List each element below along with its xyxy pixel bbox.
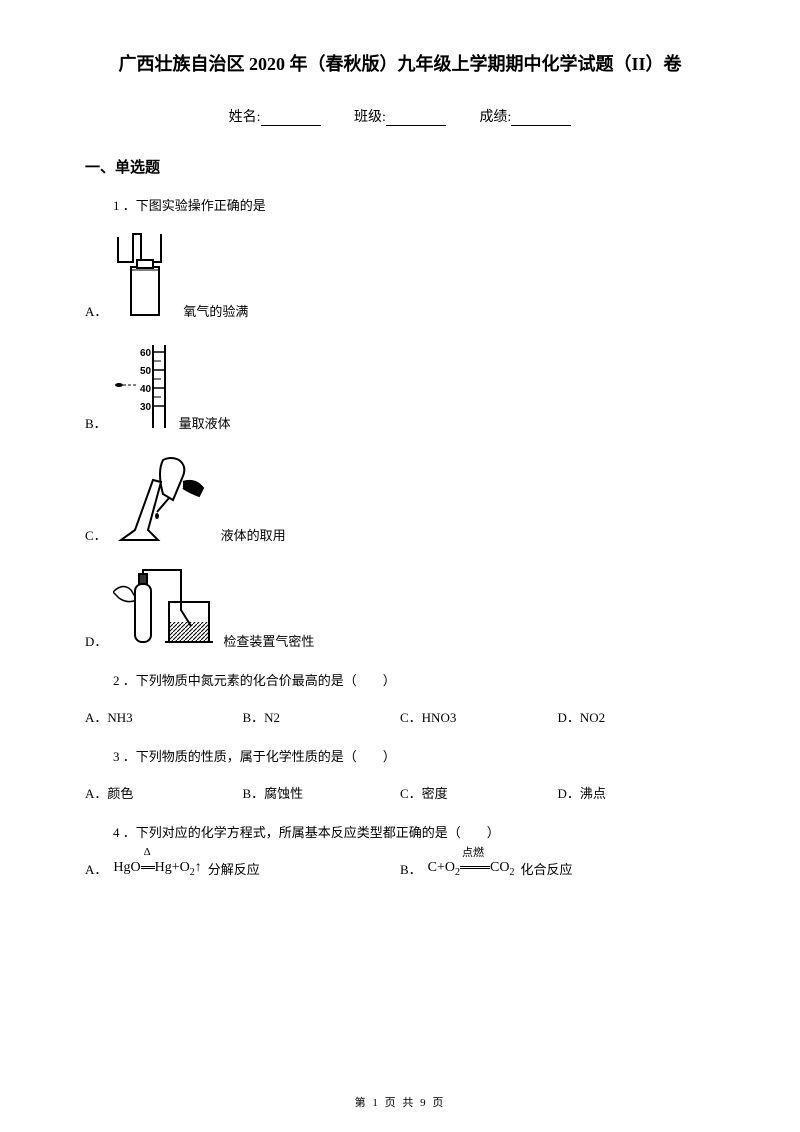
option-letter: D． <box>85 631 107 650</box>
q2-option-b: B．N2 <box>243 707 401 726</box>
bottle-icon <box>113 232 175 320</box>
svg-text:40: 40 <box>140 384 152 395</box>
question-3-text: 3 ．下列物质的性质，属于化学性质的是（ ） <box>113 746 715 765</box>
option-letter: C． <box>85 525 107 544</box>
score-label: 成绩: <box>479 110 511 125</box>
q2-option-a: A．NH3 <box>85 707 243 726</box>
svg-text:30: 30 <box>140 402 152 413</box>
student-info-line: 姓名: 班级: 成绩: <box>85 106 715 126</box>
option-letter: B． <box>85 413 107 432</box>
formula-cond: 点燃 <box>462 844 484 860</box>
q3-option-c: C．密度 <box>400 783 558 802</box>
option-desc: 量取液体 <box>179 413 231 432</box>
q2-option-d: D．NO2 <box>558 707 716 726</box>
option-letter: A． <box>85 301 107 320</box>
airtight-icon <box>113 564 215 650</box>
question-4-text: 4 ．下列对应的化学方程式，所属基本反应类型都正确的是（ ） <box>113 822 715 841</box>
option-letter: A． <box>85 859 107 878</box>
q2-options: A．NH3 B．N2 C．HNO3 D．NO2 <box>85 707 715 726</box>
q4-option-a: A． HgOΔHg+O2↑ 分解反应 <box>85 859 400 878</box>
formula-a: HgOΔHg+O2↑ <box>113 860 201 878</box>
q3-option-d: D．沸点 <box>558 783 716 802</box>
option-desc: 化合反应 <box>520 859 572 878</box>
option-desc: 分解反应 <box>208 859 260 878</box>
q1-option-c: C． 液体的取用 <box>85 452 715 544</box>
dropper-icon <box>113 452 213 544</box>
page-footer: 第 1 页 共 9 页 <box>0 1094 800 1110</box>
class-label: 班级: <box>354 110 386 125</box>
q3-option-b: B．腐蚀性 <box>243 783 401 802</box>
option-desc: 氧气的验满 <box>183 301 248 320</box>
cylinder-icon: 60 50 40 30 <box>113 340 171 432</box>
q1-option-d: D． 检查装置气密性 <box>85 564 715 650</box>
q3-option-a: A．颜色 <box>85 783 243 802</box>
formula-b: C+O2点燃CO2 <box>428 860 515 878</box>
option-desc: 检查装置气密性 <box>223 631 314 650</box>
exam-title: 广西壮族自治区 2020 年（春秋版）九年级上学期期中化学试题（II）卷 <box>85 50 715 76</box>
q2-option-c: C．HNO3 <box>400 707 558 726</box>
formula-rhs: Hg+O <box>155 860 190 875</box>
class-blank <box>386 125 446 126</box>
q1-option-b: B． 60 50 40 30 量取液体 <box>85 340 715 432</box>
svg-text:60: 60 <box>140 348 152 359</box>
name-blank <box>261 125 321 126</box>
section-header: 一、单选题 <box>85 156 715 177</box>
question-1-text: 1 ．下图实验操作正确的是 <box>113 195 715 214</box>
q4-options: A． HgOΔHg+O2↑ 分解反应 B． C+O2点燃CO2 化合反应 <box>85 859 715 878</box>
formula-lhs: C+O <box>428 860 455 875</box>
formula-arrow: ↑ <box>195 860 202 875</box>
formula-lhs: HgO <box>113 860 140 875</box>
question-2-text: 2 ．下列物质中氮元素的化合价最高的是（ ） <box>113 670 715 689</box>
q3-options: A．颜色 B．腐蚀性 C．密度 D．沸点 <box>85 783 715 802</box>
q4-option-b: B． C+O2点燃CO2 化合反应 <box>400 859 715 878</box>
score-blank <box>511 125 571 126</box>
formula-cond: Δ <box>144 846 151 858</box>
svg-text:50: 50 <box>140 366 152 377</box>
name-label: 姓名: <box>229 110 261 125</box>
formula-sub: 2 <box>509 867 514 878</box>
option-letter: B． <box>400 859 422 878</box>
option-desc: 液体的取用 <box>221 525 286 544</box>
q1-option-a: A． 氧气的验满 <box>85 232 715 320</box>
formula-rhs: CO <box>490 860 509 875</box>
